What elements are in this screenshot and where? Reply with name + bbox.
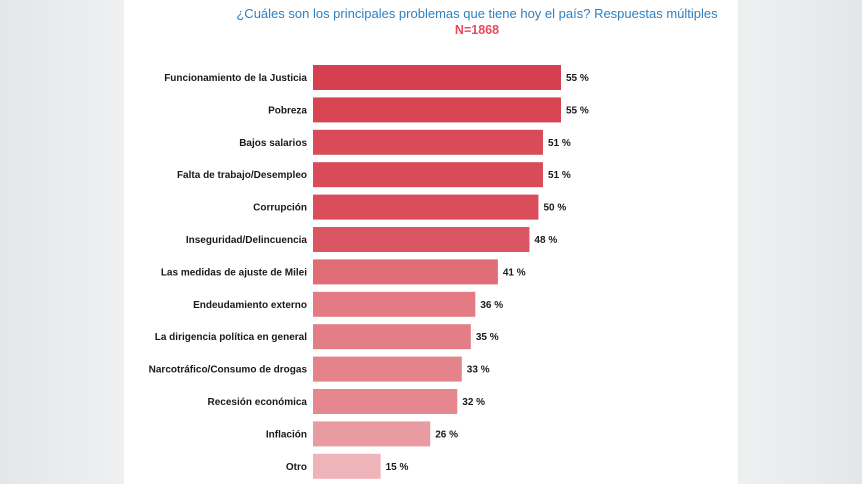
category-label: Funcionamiento de la Justicia (164, 73, 307, 84)
bar (313, 65, 561, 90)
background-blur-left (0, 0, 124, 484)
value-label: 26 % (435, 429, 458, 440)
category-label: Inseguridad/Delincuencia (186, 235, 308, 246)
value-label: 35 % (476, 332, 499, 343)
bar (313, 389, 458, 414)
value-label: 51 % (548, 138, 571, 149)
category-label: Falta de trabajo/Desempleo (177, 170, 307, 181)
background-blur-right (742, 0, 862, 484)
value-label: 48 % (534, 235, 557, 246)
value-label: 15 % (386, 462, 409, 473)
value-label: 51 % (548, 170, 571, 181)
category-label: Endeudamiento externo (193, 300, 307, 311)
value-label: 32 % (462, 397, 485, 408)
bar (313, 324, 471, 350)
chart-subtitle: N=1868 (454, 23, 500, 37)
bar (313, 194, 539, 220)
category-label: Inflación (266, 429, 307, 440)
category-label: Pobreza (268, 105, 307, 116)
value-label: 50 % (543, 203, 566, 214)
category-label: Recesión económica (208, 397, 308, 408)
category-label: La dirigencia política en general (155, 332, 307, 343)
category-label: Corrupción (253, 203, 307, 214)
bar (313, 259, 498, 285)
bar (313, 97, 561, 123)
value-label: 41 % (503, 267, 526, 278)
bar (313, 421, 431, 447)
category-label: Bajos salarios (239, 138, 307, 149)
value-label: 36 % (480, 300, 503, 311)
bar (313, 291, 476, 317)
bar (313, 356, 462, 382)
category-label: Narcotráfico/Consumo de drogas (149, 365, 308, 376)
category-label: Las medidas de ajuste de Milei (161, 267, 307, 278)
bar (313, 162, 543, 188)
chart-title: ¿Cuáles son los principales problemas qu… (236, 6, 718, 21)
bar (313, 129, 543, 155)
value-label: 33 % (467, 365, 490, 376)
bar (313, 453, 381, 479)
bar (313, 227, 530, 252)
value-label: 55 % (566, 73, 589, 84)
category-label: Otro (286, 462, 307, 473)
value-label: 55 % (566, 105, 589, 116)
